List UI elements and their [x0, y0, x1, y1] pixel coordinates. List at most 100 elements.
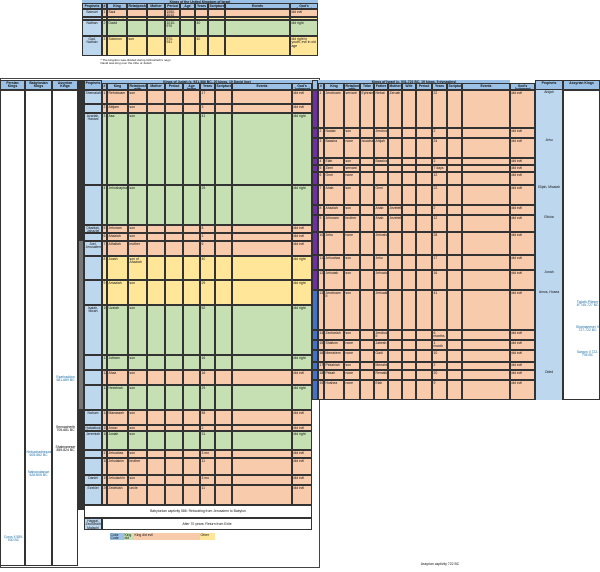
israel-cell: [402, 255, 416, 270]
judah-cell: [147, 355, 165, 370]
israel-cell: [416, 215, 432, 232]
united-cell: [127, 9, 147, 17]
israel-prophet-cell: [535, 340, 563, 350]
united-header: King: [107, 3, 127, 9]
israel-cell: son: [344, 128, 360, 138]
judah-header: Years: [200, 83, 215, 90]
judah-cell: [183, 425, 200, 431]
israel-cell: Zechariah: [324, 330, 344, 340]
judah-cell: 6: [200, 241, 215, 256]
israel-cell: [447, 362, 462, 370]
judah-cell: [232, 280, 292, 305]
israel-cell: none: [344, 138, 360, 158]
israel-cell: [388, 165, 402, 172]
side-text: Shalmaneser 859-824 BC: [55, 445, 76, 453]
israel-cell: did evil: [510, 90, 535, 128]
judah-cell: [147, 458, 165, 475]
united-cell: Solomon: [107, 36, 127, 56]
united-cell: 970-931: [165, 36, 180, 56]
israel-cell: did evil: [510, 185, 535, 205]
israel-cell: did evil: [510, 215, 535, 232]
judah-cell: [232, 475, 292, 485]
united-cell: 40: [195, 20, 208, 36]
judah-cell: did evil: [292, 90, 312, 104]
judah-cell: [165, 458, 183, 475]
israel-cell: Remaliah: [374, 370, 388, 380]
israel-cell: did evil: [510, 158, 535, 165]
israel-cell: Jezebel: [388, 215, 402, 232]
judah-cell: [232, 233, 292, 241]
judah-cell: 11: [200, 458, 215, 475]
prophet-cell: [84, 450, 102, 458]
assyrian-king: Tiglath-Pileser III 745-727 BC: [576, 300, 599, 308]
united-cell: [147, 36, 165, 56]
israel-cell: did evil: [510, 350, 535, 362]
israel-header: Events: [462, 83, 510, 90]
israel-cell: [388, 370, 402, 380]
judah-header: Relationship with Previous King: [128, 83, 147, 90]
judah-cell: Josiah: [107, 431, 128, 450]
judah-cell: [215, 185, 232, 225]
side-column: [0, 90, 25, 566]
judah-cell: Abijam: [107, 104, 128, 113]
israel-cell: [462, 362, 510, 370]
united-header: Relationship with Previous King: [127, 3, 147, 9]
judah-cell: 16: [200, 370, 215, 385]
united-cell: [102, 17, 107, 20]
israel-cell: [447, 340, 462, 350]
israel-cell: 22: [432, 90, 447, 128]
israel-cell: none: [344, 172, 360, 185]
judah-cell: 18: [102, 458, 107, 475]
prophets-header: Prophets: [84, 80, 102, 90]
israel-bar: [312, 255, 318, 270]
united-cell: [127, 20, 147, 36]
judah-cell: Manasseh: [107, 410, 128, 425]
judah-cell: [165, 185, 183, 225]
israel-cell: 17: [432, 255, 447, 270]
israel-cell: 2: [432, 158, 447, 165]
judah-cell: did evil: [292, 225, 312, 233]
judah-cell: Zedekiah: [107, 485, 128, 505]
judah-cell: [215, 256, 232, 280]
united-header: Years: [195, 3, 208, 9]
judah-cell: son: [128, 385, 147, 410]
assyrian-king: Shalmaneser V 727-722 BC: [575, 325, 600, 333]
israel-bar: [312, 362, 318, 370]
israel-cell: 22: [432, 185, 447, 205]
judah-cell: son: [128, 410, 147, 425]
israel-cell: none: [344, 232, 360, 255]
prophet-cell: Ezekiel: [84, 485, 102, 505]
judah-cell: 29: [200, 280, 215, 305]
judah-cell: did right: [292, 185, 312, 225]
judah-cell: did right: [292, 305, 312, 355]
judah-cell: 17: [102, 450, 107, 458]
israel-cell: [402, 270, 416, 290]
israel-cell: 2: [432, 362, 447, 370]
judah-cell: 8: [200, 225, 215, 233]
israel-bar: [312, 165, 318, 172]
israel-cell: [388, 362, 402, 370]
united-header: Prophets: [82, 3, 102, 9]
israel-cell: Pekahiah: [324, 362, 344, 370]
legend-item: King did evil: [134, 533, 200, 540]
judah-cell: son: [128, 425, 147, 431]
united-cell: [225, 20, 290, 36]
israel-cell: [447, 232, 462, 255]
israel-cell: Shallum: [324, 340, 344, 350]
israel-cell: [462, 255, 510, 270]
united-cell: [208, 20, 225, 36]
israel-cell: 28: [432, 232, 447, 255]
israel-prophet-cell: [535, 330, 563, 340]
judah-cell: [232, 370, 292, 385]
judah-cell: [232, 305, 292, 355]
israel-cell: [402, 330, 416, 340]
israel-cell: did evil: [510, 205, 535, 215]
judah-cell: 11: [102, 355, 107, 370]
israel-prophet-cell: [535, 172, 563, 185]
judah-cell: [147, 410, 165, 425]
israel-bar: [312, 290, 318, 330]
prophet-cell: Jeremiah: [84, 431, 102, 450]
united-cell: 40: [195, 36, 208, 56]
judah-cell: [147, 425, 165, 431]
israel-cell: [462, 185, 510, 205]
